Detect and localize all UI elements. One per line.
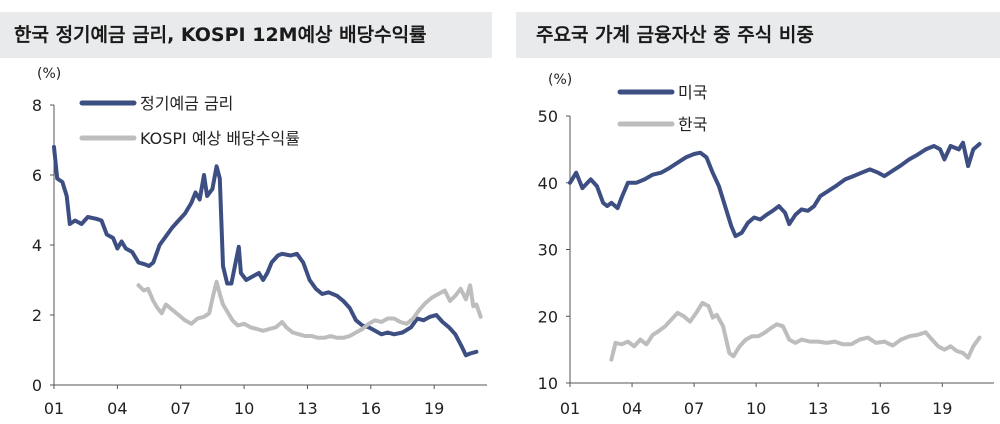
x-tick-label: 16 — [361, 399, 381, 418]
x-tick-label: 07 — [171, 399, 191, 418]
x-tick-label: 19 — [932, 399, 952, 418]
chart-title: 한국 정기예금 금리, KOSPI 12M예상 배당수익률 — [14, 24, 427, 46]
x-tick-label: 10 — [746, 399, 766, 418]
deposit-rate-dividend-yield-chart: (%) 0 2 4 6 8 01 04 07 10 13 16 19 정기예금 금리 KOSPI 예상 배당… — [32, 66, 487, 418]
series-line — [609, 300, 982, 362]
y-tick-label: 20 — [538, 307, 558, 326]
y-axis-unit-label: (%) — [37, 66, 61, 82]
x-tick-label: 10 — [234, 399, 254, 418]
series-line — [52, 145, 479, 358]
y-axis-unit-label: (%) — [548, 72, 572, 88]
y-tick-label: 30 — [538, 241, 558, 260]
series-line — [136, 279, 483, 340]
chart-title-bar: 한국 정기예금 금리, KOSPI 12M예상 배당수익률 — [0, 12, 492, 58]
legend-label: 정기예금 금리 — [140, 94, 233, 113]
series-line — [568, 140, 982, 239]
legend-label: 한국 — [678, 115, 707, 134]
y-tick-label: 2 — [32, 306, 42, 325]
y-tick-label: 4 — [32, 236, 42, 255]
x-tick-label: 07 — [684, 399, 704, 418]
y-tick-label: 0 — [32, 376, 42, 395]
x-tick-label: 16 — [870, 399, 890, 418]
x-tick-label: 01 — [560, 399, 580, 418]
y-tick-label: 10 — [538, 374, 558, 393]
x-tick-label: 13 — [297, 399, 317, 418]
chart-title-bar: 주요국 가계 금융자산 중 주식 비중 — [516, 12, 1000, 58]
x-tick-label: 01 — [44, 399, 64, 418]
x-tick-label: 13 — [808, 399, 828, 418]
x-tick-label: 04 — [107, 399, 127, 418]
legend-label: KOSPI 예상 배당수익률 — [140, 129, 300, 148]
x-tick-label: 04 — [622, 399, 642, 418]
chart-title: 주요국 가계 금융자산 중 주식 비중 — [536, 24, 814, 46]
chart-panel-right: 주요국 가계 금융자산 중 주식 비중 (%) 10 20 30 40 50 01 04 07 1… — [516, 0, 1000, 424]
chart-panel-left: 한국 정기예금 금리, KOSPI 12M예상 배당수익률 (%) 0 2 4 6 8 01… — [0, 0, 492, 424]
y-tick-label: 50 — [538, 107, 558, 126]
x-tick-label: 19 — [424, 399, 444, 418]
y-tick-label: 6 — [32, 166, 42, 185]
legend-label: 미국 — [678, 83, 707, 102]
y-tick-label: 8 — [32, 96, 42, 115]
y-tick-label: 40 — [538, 174, 558, 193]
